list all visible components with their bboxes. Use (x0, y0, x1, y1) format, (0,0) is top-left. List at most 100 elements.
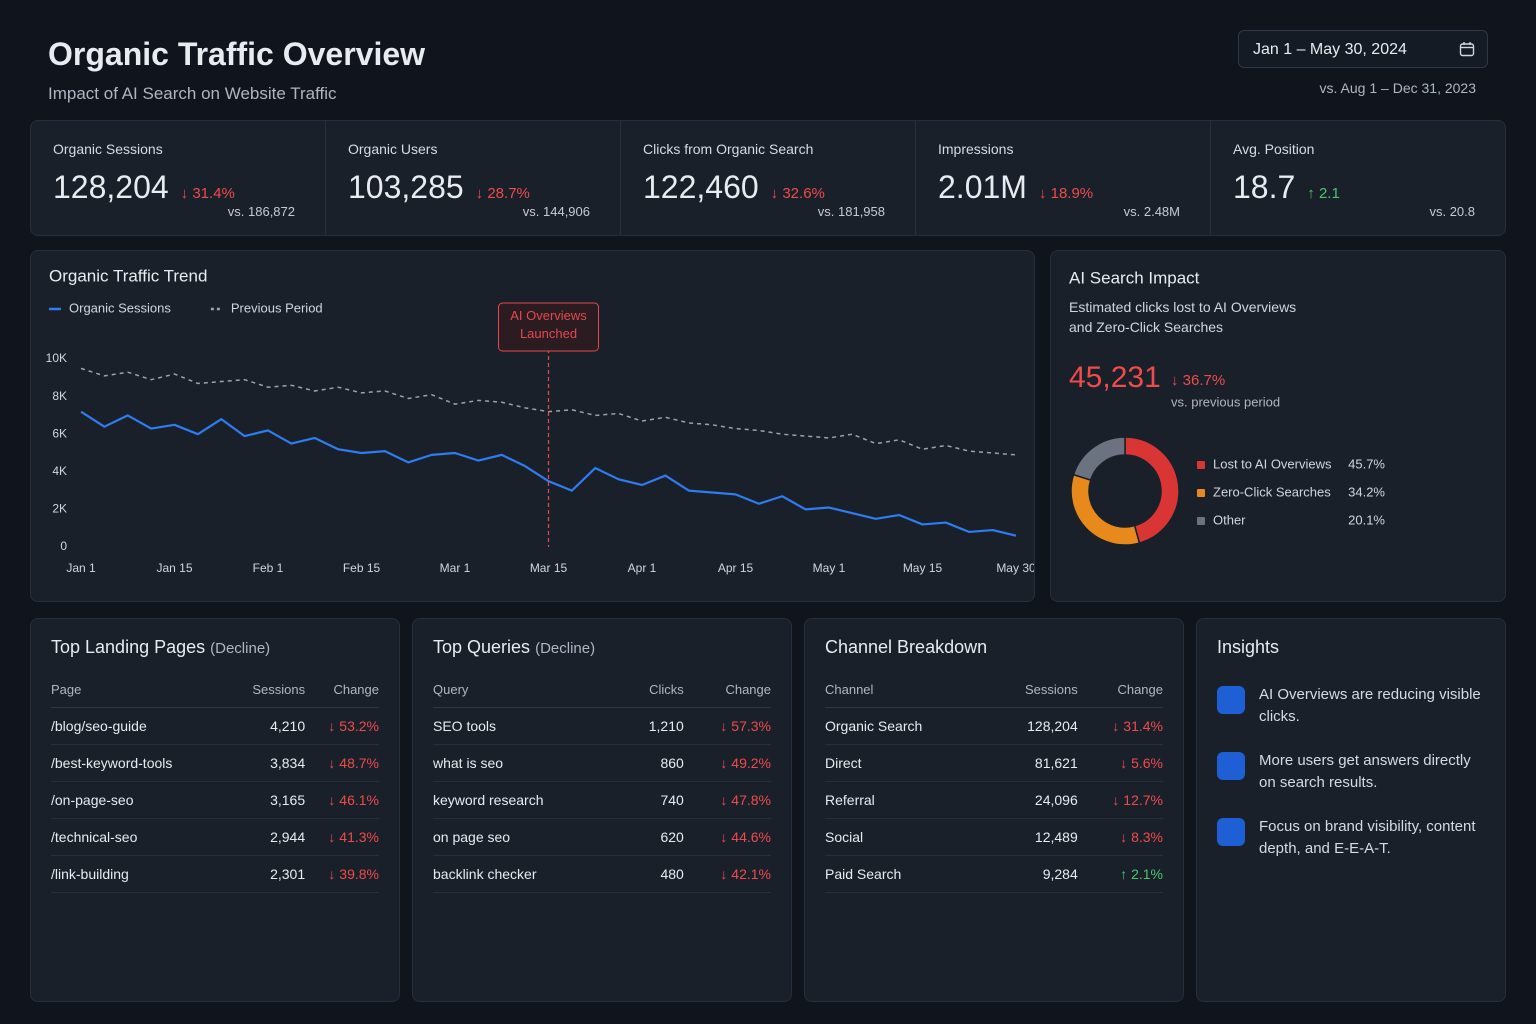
kpi-change: ↓ 31.4% (180, 185, 235, 202)
table-cell: 620 (623, 818, 684, 856)
legend-label: Lost to AI Overviews (1213, 456, 1332, 471)
table-cell: keyword research (433, 781, 624, 819)
page-subtitle: Impact of AI Search on Website Traffic (48, 84, 337, 103)
header-row: Channel Sessions Change (825, 676, 1163, 708)
table-cell: ↓ 44.6% (683, 818, 771, 856)
table-cell: ↓ 53.2% (305, 707, 379, 745)
landing-pages-card: Top Landing Pages (Decline) Page Sessions C… (30, 618, 400, 1002)
table-cell: 480 (623, 855, 684, 893)
x-tick-label: Apr 15 (718, 561, 754, 575)
column-header: Sessions (988, 676, 1078, 708)
x-tick-label: Apr 1 (628, 561, 657, 575)
donut-slice (1070, 473, 1141, 546)
table-cell: Referral (825, 781, 989, 819)
impact-subtitle: Estimated clicks lost to AI Overviews an… (1069, 299, 1297, 335)
impact-subtitle-wrap: Estimated clicks lost to AI Overviews an… (1069, 299, 1297, 335)
table-cell: on page seo (433, 818, 624, 856)
table-head: Channel Sessions Change (825, 676, 1163, 708)
impact-card: AI Search Impact Estimated clicks lost to… (1050, 250, 1506, 602)
donut-slice (1072, 436, 1126, 482)
table-cell: ↓ 47.8% (683, 781, 771, 819)
table-cell: ↓ 48.7% (305, 744, 379, 782)
table-body: /blog/seo-guide 4,210 ↓ 53.2%/best-keyword… (51, 707, 379, 893)
y-tick-label: 6K (52, 426, 67, 440)
calendar-icon (1459, 42, 1475, 57)
kpi-compare: vs. 2.48M (1123, 204, 1180, 219)
trend-card: Organic Traffic Trend Organic Sessions Pre… (30, 250, 1036, 602)
table-row: what is seo 860 ↓ 49.2% (433, 744, 771, 782)
table-cell: /on-page-seo (51, 781, 229, 819)
table-row: /blog/seo-guide 4,210 ↓ 53.2% (51, 707, 379, 745)
x-tick-label: May 15 (903, 561, 943, 575)
table-head: Query Clicks Change (433, 676, 771, 708)
legend-value: 20.1% (1348, 512, 1385, 527)
table-cell: ↓ 57.3% (683, 707, 771, 745)
kpi-label: Avg. Position (1233, 141, 1315, 157)
insight-text: Focus on brand visibility, content depth… (1259, 818, 1476, 857)
y-tick-label: 8K (52, 389, 67, 403)
table-row: Referral 24,096 ↓ 12.7% (825, 781, 1163, 819)
table-cell: ↓ 42.1% (683, 855, 771, 893)
column-header: Page (51, 676, 229, 708)
table-cell: 24,096 (988, 781, 1078, 819)
date-range: Jan 1 – May 30, 2024 (1253, 41, 1407, 58)
kpi-label: Clicks from Organic Search (643, 141, 814, 157)
y-tick-label: 10K (46, 351, 67, 365)
table-row: keyword research 740 ↓ 47.8% (433, 781, 771, 819)
table-cell: backlink checker (433, 855, 624, 893)
kpi-label: Organic Sessions (53, 141, 163, 157)
x-tick-label: Feb 1 (253, 561, 284, 575)
table-title: Channel Breakdown (825, 637, 1163, 658)
table-row: on page seo 620 ↓ 44.6% (433, 818, 771, 856)
annotation-box (498, 302, 599, 352)
insight-row: Focus on brand visibility, content depth… (1217, 816, 1485, 860)
table-cell: 740 (623, 781, 684, 819)
insight-row: AI Overviews are reducing visible clicks… (1217, 684, 1485, 728)
table-cell: ↑ 2.1% (1077, 855, 1163, 893)
table-cell: 3,165 (228, 781, 306, 819)
table-cell: 9,284 (988, 855, 1078, 893)
table-cell: ↓ 12.7% (1077, 781, 1163, 819)
channels-card: Channel Breakdown Channel Sessions Change Or… (804, 618, 1184, 1002)
page-title: Organic Traffic Overview (48, 36, 426, 72)
chart-title: Organic Traffic Trend (49, 266, 207, 285)
table-cell: /technical-seo (51, 818, 229, 856)
table-row: /on-page-seo 3,165 ↓ 46.1% (51, 781, 379, 819)
table-cell: 12,489 (988, 818, 1078, 856)
y-tick-label: 4K (52, 464, 67, 478)
column-header: Clicks (623, 676, 684, 708)
table-cell: ↓ 41.3% (305, 818, 379, 856)
legend-swatch (1197, 461, 1205, 469)
legend-label: Zero-Click Searches (1213, 484, 1331, 499)
insight-text: AI Overviews are reducing visible clicks… (1259, 686, 1481, 725)
y-tick-label: 2K (52, 502, 67, 516)
table-row: /best-keyword-tools 3,834 ↓ 48.7% (51, 744, 379, 782)
impact-chart: AI Search Impact Estimated clicks lost to… (1069, 268, 1385, 546)
table-body: Organic Search 128,204 ↓ 31.4% Direct 81,621… (825, 707, 1163, 893)
table-cell: ↓ 31.4% (1077, 707, 1163, 745)
table-body: SEO tools 1,210 ↓ 57.3% what is seo 860 ↓ 49.… (433, 707, 771, 893)
column-header: Change (305, 676, 379, 708)
date-picker[interactable]: Jan 1 – May 30, 2024 (1238, 30, 1488, 68)
insight-icon (1217, 686, 1245, 714)
legend-label: Other (1213, 512, 1246, 527)
x-tick-label: Jan 1 (66, 561, 96, 575)
kpi-change: ↑ 2.1 (1307, 185, 1340, 202)
table-title: Top Queries (Decline) (433, 637, 771, 658)
legend-value: 45.7% (1348, 456, 1385, 471)
kpi-compare: vs. 20.8 (1429, 204, 1475, 219)
kpi-change: ↓ 28.7% (475, 185, 530, 202)
series-line (80, 410, 1017, 537)
x-tick-label: Mar 1 (440, 561, 471, 575)
annotation-text: AI Overviews Launched (510, 308, 587, 341)
table-cell: SEO tools (433, 707, 624, 745)
x-tick-label: Jan 15 (156, 561, 192, 575)
kpi-row: Organic Sessions 128,204 ↓ 31.4% vs. 186,87… (30, 120, 1506, 236)
table-cell: 860 (623, 744, 684, 782)
annotation-wrap: AI Overviews Launched (510, 308, 587, 341)
table-row: SEO tools 1,210 ↓ 57.3% (433, 707, 771, 745)
table-cell: 1,210 (623, 707, 684, 745)
table-row: Paid Search 9,284 ↑ 2.1% (825, 855, 1163, 893)
table-cell: 128,204 (988, 707, 1078, 745)
